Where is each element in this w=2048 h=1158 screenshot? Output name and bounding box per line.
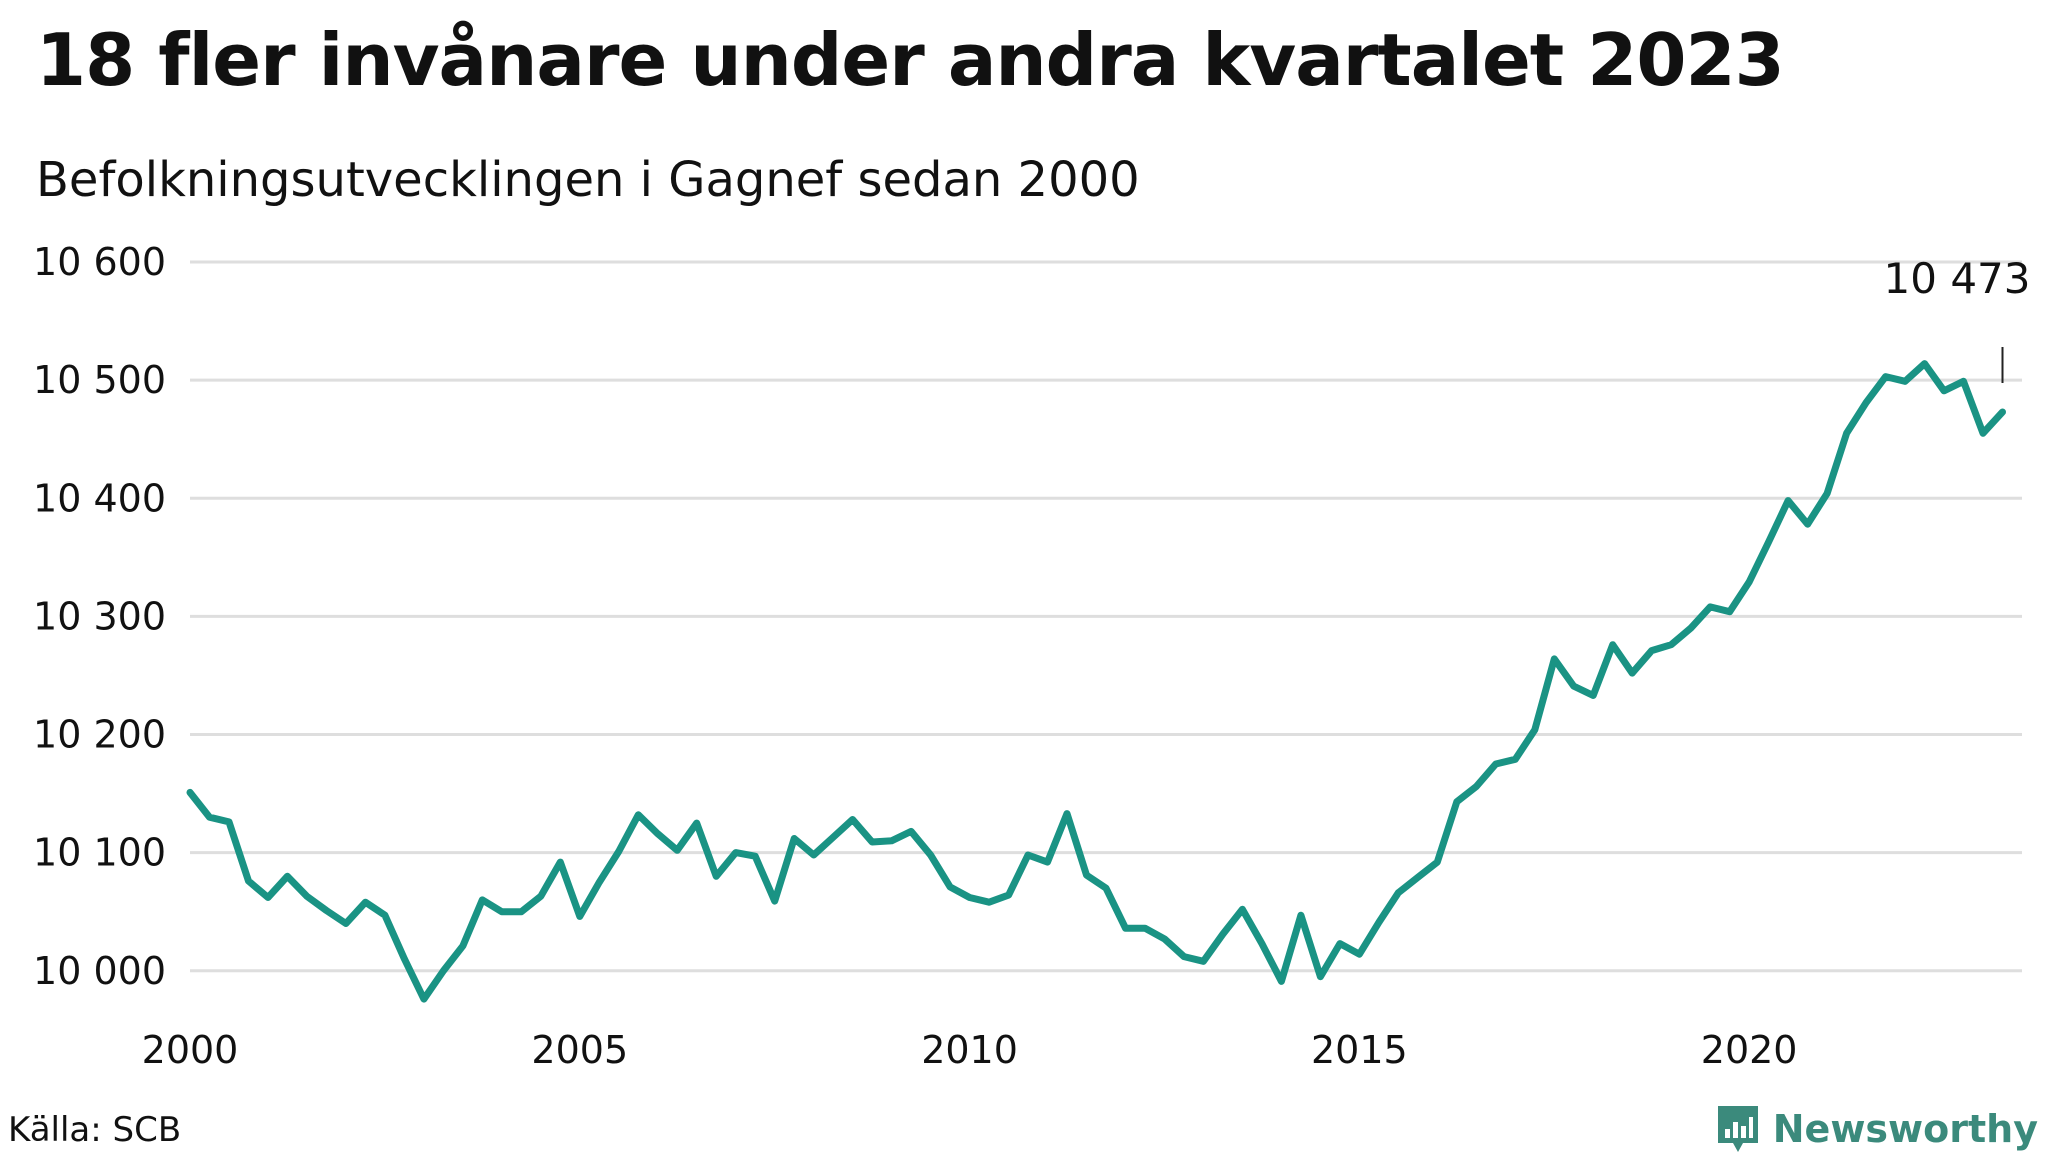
chart-subtitle: Befolkningsutvecklingen i Gagnef sedan 2… (36, 152, 1140, 208)
source-note: Källa: SCB (8, 1110, 182, 1150)
y-tick-label: 10 400 (33, 476, 166, 520)
end-value-label: 10 473 (1884, 254, 2031, 303)
x-axis-ticks: 2000 2005 2010 2015 2020 (142, 1028, 1798, 1072)
x-tick-label: 2020 (1701, 1028, 1798, 1072)
y-tick-label: 10 300 (33, 594, 166, 638)
y-axis-ticks: 10 000 10 100 10 200 10 300 10 400 10 500 10 6… (33, 240, 166, 993)
chart-title: 18 fler invånare under andra kvartalet 2… (36, 18, 1785, 102)
end-annotation: 10 473 (1884, 254, 2031, 383)
line-chart: 10 000 10 100 10 200 10 300 10 400 10 500 10 6… (33, 240, 2031, 1072)
y-tick-label: 10 200 (33, 713, 166, 757)
x-tick-label: 2005 (531, 1028, 628, 1072)
y-tick-label: 10 000 (33, 949, 166, 993)
y-tick-label: 10 100 (33, 831, 166, 875)
series-layer (186, 360, 2006, 1003)
brand-name: Newsworthy (1772, 1107, 2038, 1151)
x-tick-label: 2000 (142, 1028, 239, 1072)
x-tick-label: 2010 (921, 1028, 1018, 1072)
y-tick-label: 10 600 (33, 240, 166, 284)
bar-chart-logo-icon (1717, 1106, 1758, 1152)
y-tick-label: 10 500 (33, 358, 166, 402)
brand-logo: Newsworthy (1715, 1100, 2038, 1158)
gridlines (190, 260, 2022, 973)
series-line (186, 360, 2006, 1003)
x-tick-label: 2015 (1311, 1028, 1408, 1072)
